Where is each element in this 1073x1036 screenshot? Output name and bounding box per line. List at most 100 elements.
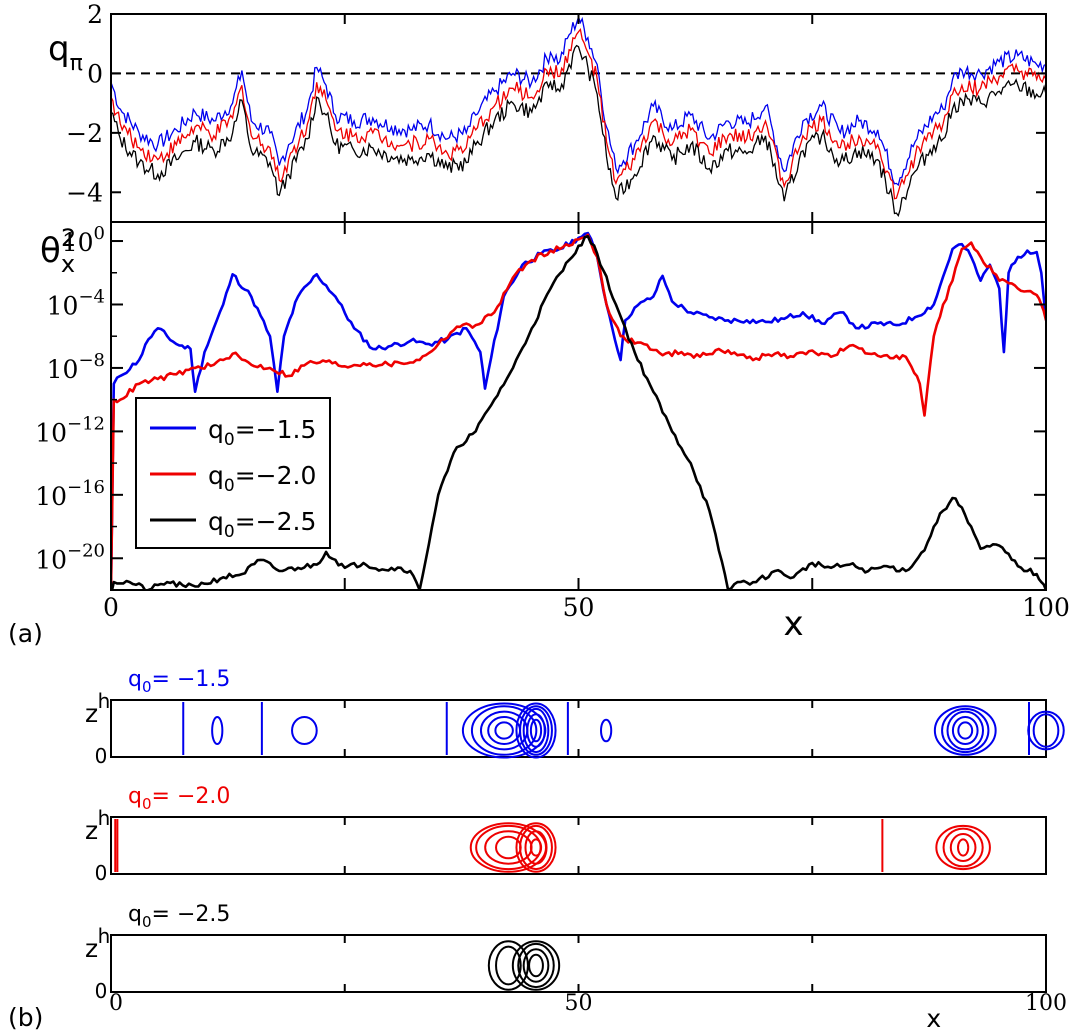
contour-ring <box>470 705 538 756</box>
q-pi-line-q0=-1.5 <box>111 14 1046 187</box>
contour-ring <box>515 822 557 873</box>
contour-ring <box>519 705 553 756</box>
contour-ring <box>1032 713 1060 748</box>
contour-ring <box>957 838 970 857</box>
contour-ring <box>529 718 543 743</box>
contour-strip-title-text: = −2.0 <box>152 784 231 809</box>
theta-xtick-label: 0 <box>103 593 119 622</box>
legend: q0=−1.5q0=−2.0q0=−2.5 <box>135 397 331 549</box>
contour-ytick-h: h <box>98 924 111 948</box>
theta-ytick-label: 10−16 <box>35 477 105 511</box>
contour-strip-1: q0= −2.0z h0 <box>85 784 1047 885</box>
contour-ring <box>487 940 529 991</box>
contour-strip-title-prefix: q <box>128 667 142 692</box>
contour-strip-title-prefix: q <box>128 902 142 927</box>
contour-strip-title-sub: 0 <box>142 678 152 696</box>
contour-ring <box>519 824 553 871</box>
q-pi-line-q0=-2.0 <box>111 28 1046 200</box>
theta-ytick-base: 10 <box>35 482 67 511</box>
contour-strip-frame <box>110 699 1047 758</box>
contour-ring <box>951 716 979 745</box>
contour-ytick-0: 0 <box>95 861 108 885</box>
panel-label-b: (b) <box>8 1003 43 1032</box>
theta-xtick-label: 50 <box>563 593 595 622</box>
contour-ring <box>291 716 318 745</box>
contour-ytick-0: 0 <box>95 979 108 1003</box>
theta-ytick-base: 10 <box>35 545 67 574</box>
contour-strip-frame <box>110 816 1047 875</box>
contour-strip-title-text: = −1.5 <box>152 667 231 692</box>
q-pi-series-group <box>111 14 1046 218</box>
q-pi-ytick-label: 2 <box>87 0 103 29</box>
contour-ring <box>494 721 514 740</box>
theta-ytick-base: 10 <box>47 291 79 320</box>
contour-ytick-h: h <box>98 689 111 713</box>
contour-ring <box>524 830 548 865</box>
contour-ring <box>957 721 974 740</box>
contour-strip-title: q0= −2.0 <box>128 784 230 813</box>
theta-axis-label-sup: 2 <box>61 224 76 252</box>
contour-xtick-label: 100 <box>1025 991 1067 1016</box>
legend-entry-text: =−2.0 <box>235 461 317 490</box>
legend-entry-prefix: q <box>208 415 224 444</box>
theta-ytick-label: 10−4 <box>47 286 105 320</box>
q-pi-axis-label: qπ <box>48 29 83 76</box>
theta-ytick-label: 10−20 <box>35 540 105 574</box>
theta-line-q0=-2.5 <box>111 235 1046 590</box>
q-pi-panel: 2 0 −2 −4 qπ <box>48 0 1047 223</box>
theta-axis-label-sub: x <box>61 250 75 278</box>
contour-ring <box>1027 710 1065 751</box>
theta-ytick-base: 10 <box>47 355 79 384</box>
theta-ytick-base: 10 <box>62 228 94 257</box>
theta-ytick-label: 100 <box>62 223 105 257</box>
legend-entry-label: q0=−2.5 <box>208 507 316 542</box>
theta-ytick-exponent: −4 <box>78 286 105 307</box>
contour-ytick-0: 0 <box>95 744 108 768</box>
theta-line-q0=-1.5 <box>111 231 1046 590</box>
theta-ytick-exponent: −16 <box>67 477 105 498</box>
contour-ring <box>600 718 613 743</box>
contour-x-axis-label: x <box>926 1004 941 1033</box>
contour-strip-title-prefix: q <box>128 784 142 809</box>
theta-xtick-label: 100 <box>1022 593 1070 622</box>
contour-strip-frame <box>110 934 1047 993</box>
theta-series-group <box>111 231 1046 590</box>
contour-strip-2: q0= −2.5z h0 <box>85 902 1047 1003</box>
legend-entry-sub: 0 <box>224 522 235 542</box>
contour-ring <box>949 833 977 862</box>
contour-strip-title: q0= −1.5 <box>128 667 230 696</box>
contour-strip-title-sub: 0 <box>142 795 152 813</box>
contour-xtick-label: 0 <box>109 991 123 1016</box>
legend-entry-sub: 0 <box>224 476 235 496</box>
theta-ytick-exponent: 0 <box>94 223 105 244</box>
q-pi-ytick-label: 0 <box>87 59 103 88</box>
contour-strip-title: q0= −2.5 <box>128 902 230 931</box>
contour-z-label: z <box>85 699 98 728</box>
contour-ring <box>528 953 544 978</box>
contour-strip-title-text: = −2.5 <box>152 902 231 927</box>
theta-ytick-exponent: −20 <box>67 540 105 561</box>
contour-ring <box>941 707 990 754</box>
contour-ring <box>517 942 555 989</box>
contour-ring <box>946 710 985 751</box>
contour-ring <box>522 707 550 754</box>
contour-ring <box>933 705 997 756</box>
contour-xtick-label: 50 <box>565 991 593 1016</box>
contour-ring <box>515 702 557 759</box>
theta-axis-label-base: θ <box>40 231 61 271</box>
legend-entry-prefix: q <box>208 507 224 536</box>
legend-entry-text: =−1.5 <box>235 415 317 444</box>
theta-axis-label: θx2 <box>40 224 76 278</box>
theta-ytick-exponent: −12 <box>67 413 105 434</box>
contour-ring <box>942 827 984 868</box>
q-pi-line-q0=-2.5 <box>111 44 1046 218</box>
contour-ring <box>526 713 546 748</box>
legend-entry-label: q0=−2.0 <box>208 461 316 496</box>
contour-ring <box>487 716 522 745</box>
contour-z-label: z <box>85 816 98 845</box>
theta-ytick-base: 10 <box>35 418 67 447</box>
q-pi-axis-label-base: q <box>48 29 70 69</box>
